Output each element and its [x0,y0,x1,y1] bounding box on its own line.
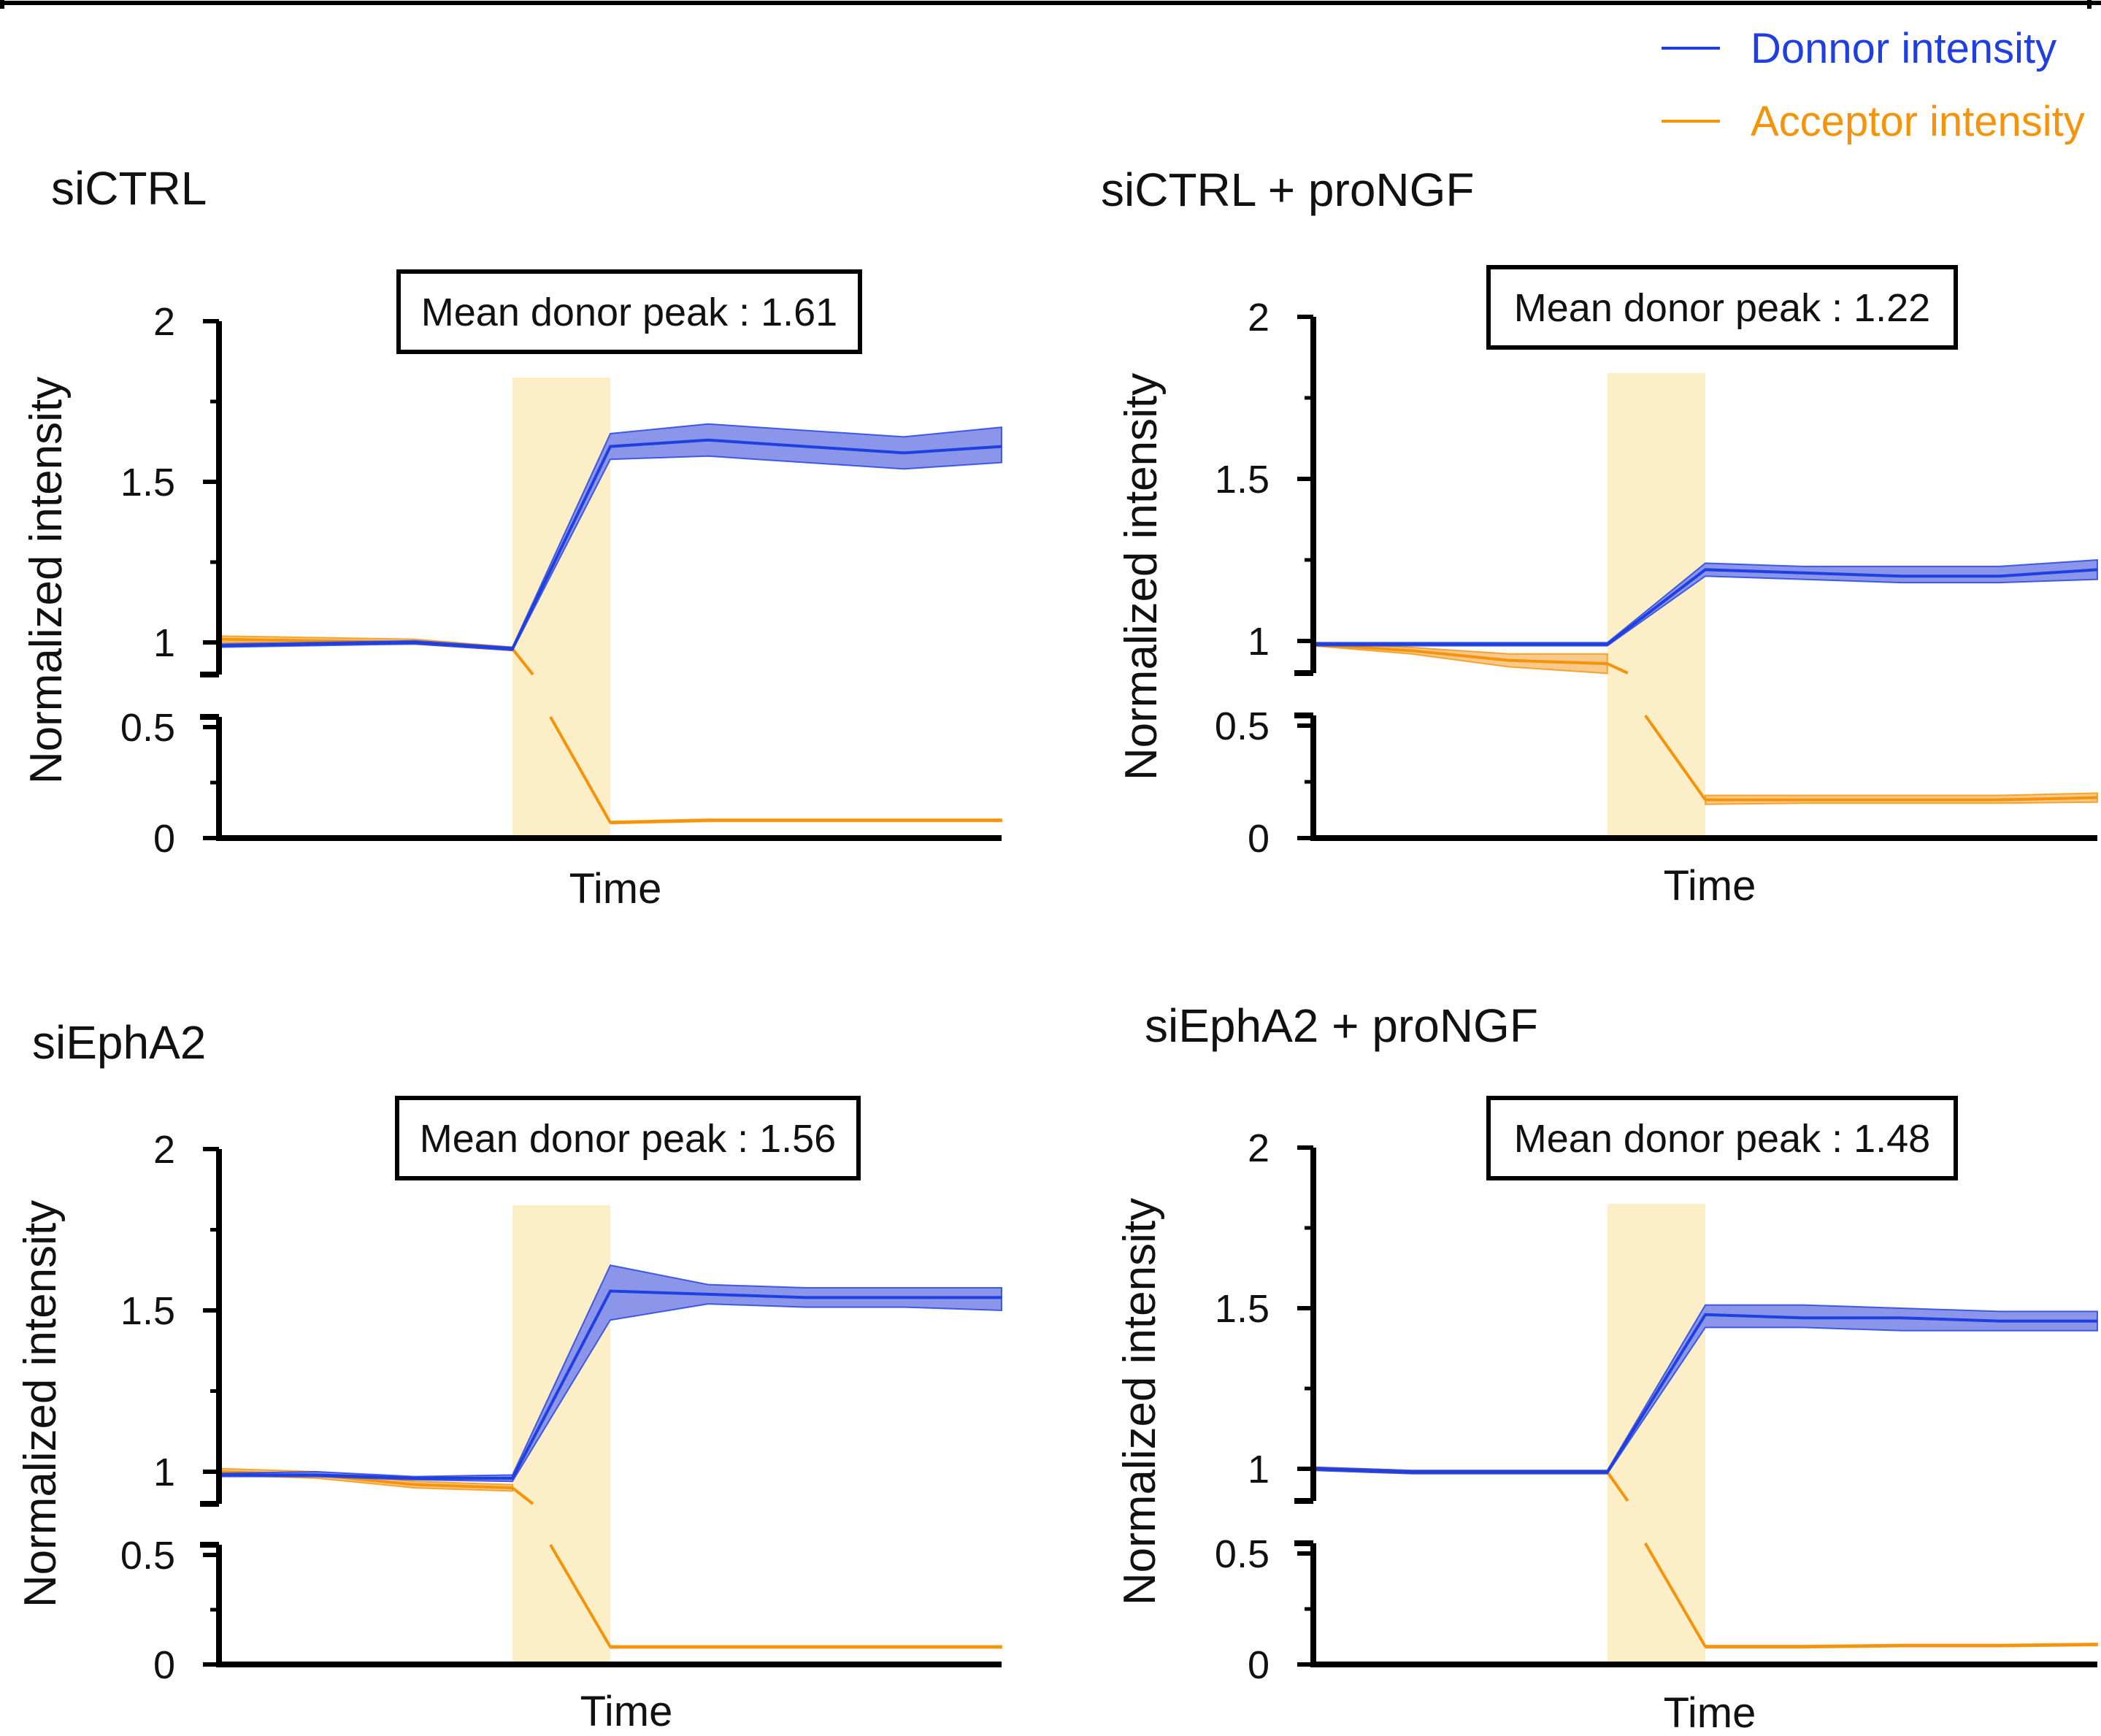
y-tick-label: 2 [153,300,175,344]
y-tick-label: 0.5 [1215,1532,1270,1576]
y-tick-label: 2 [1248,1126,1270,1170]
y-tick-label: 0 [1248,817,1270,861]
y-tick-label: 1.5 [1215,1287,1270,1331]
acceptor-series-drop-lower [549,716,612,823]
y-tick-label: 2 [153,1128,175,1172]
y-tick-label: 0.5 [120,1534,175,1578]
annotation-box [1486,1096,1958,1180]
annotation-text: Mean donor peak : 1.48 [1514,1117,1930,1161]
stimulus-band [512,377,610,838]
acceptor-series-line [610,818,1002,824]
y-tick-label: 0.5 [120,706,175,750]
y-tick-label: 1 [153,621,175,665]
legend: Donnor intensity Acceptor intensity [1662,25,2085,145]
acceptor-series-drop-upper [1606,662,1629,675]
stimulus-band [1607,1204,1705,1664]
legend-acceptor-label: Acceptor intensity [1751,98,2085,145]
annotation-box [395,1096,861,1180]
x-axis-label: Time [569,865,662,913]
y-tick-label: 0 [153,1643,175,1687]
x-axis-label: Time [1664,862,1756,910]
y-axis-label: Normalized intensity [15,1200,66,1608]
acceptor-series-line [1313,642,1608,666]
acceptor-series-drop-upper [511,648,534,676]
annotation-box [1486,265,1958,350]
annotation-text: Mean donor peak : 1.56 [420,1117,836,1161]
annotation-box [396,269,862,354]
panel-title: siCTRL [51,162,207,215]
donor-series-error-band [218,1264,1002,1483]
donor-series-error-band [218,423,1002,652]
panel-title: siEphA2 + proNGF [1145,999,1538,1052]
acceptor-series-drop-upper [511,1486,534,1505]
y-tick-label: 1.5 [120,461,175,504]
y-tick-label: 0 [1248,1643,1270,1687]
y-tick-label: 1 [1248,1448,1270,1491]
chart-panels: 2 1.5 1 0.5 0 siCTRL Time Normalized intensity M… [15,162,2098,1736]
y-tick-label: 0 [153,817,175,861]
y-tick-label: 1 [153,1451,175,1494]
chart-panel-3: 2 1.5 1 0.5 0 siEphA2 Time Normalized intensity… [15,1016,1002,1735]
x-axis-label: Time [580,1688,673,1735]
chart-panel-1: 2 1.5 1 0.5 0 siCTRL Time Normalized intensity M… [21,162,1002,913]
y-axis-label: Normalized intensity [1115,1198,1165,1605]
acceptor-series-drop-lower [549,1543,612,1648]
acceptor-series-drop-lower [1644,1542,1707,1648]
acceptor-series-drop-upper [1606,1471,1629,1502]
chart-panel-2: 2 1.5 1 0.5 0 siCTRL + proNGF Time Normalized i… [1101,164,2098,910]
y-axis-label: Normalized intensity [1116,373,1167,780]
panel-title: siEphA2 [32,1016,206,1069]
legend-donor-label: Donnor intensity [1751,25,2056,72]
annotation-text: Mean donor peak : 1.61 [421,291,837,334]
panel-title: siCTRL + proNGF [1101,164,1475,216]
y-tick-label: 1.5 [120,1289,175,1333]
y-tick-label: 1.5 [1215,458,1270,502]
y-tick-label: 0.5 [1215,704,1270,748]
stimulus-band [512,1205,610,1664]
x-axis-label: Time [1664,1689,1756,1736]
y-axis-label: Normalized intensity [21,377,72,784]
y-tick-label: 1 [1248,620,1270,664]
annotation-text: Mean donor peak : 1.22 [1514,286,1930,330]
chart-panel-4: 2 1.5 1 0.5 0 siEphA2 + proNGF Time Normalized … [1115,999,2098,1736]
acceptor-series-drop-lower [1644,714,1707,801]
y-tick-label: 2 [1248,296,1270,339]
